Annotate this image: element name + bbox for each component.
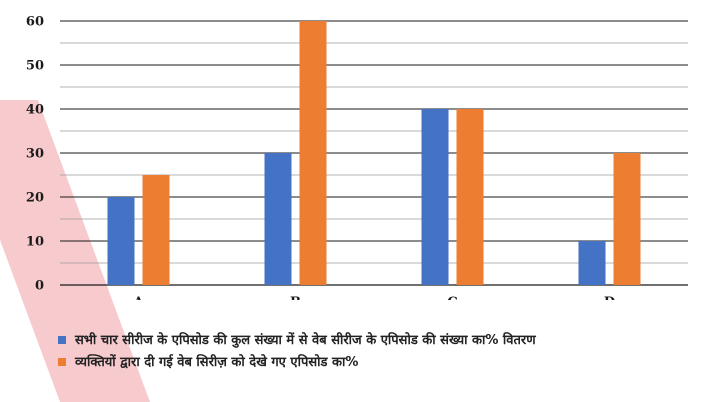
bar-series-1-D [578,241,606,285]
x-category-label: C [447,295,457,300]
y-axis-ticks: 0 10 20 30 40 50 60 [26,15,44,294]
legend-swatch-series-1 [58,336,66,344]
y-tick-label: 60 [26,15,44,30]
x-axis-categories: A B C D [132,295,615,300]
legend-item-series-1: सभी चार सीरीज के एपिसोड की कुल संख्या मे… [58,330,698,352]
y-tick-label: 10 [26,235,44,250]
x-category-label: D [604,295,615,300]
gridlines [60,20,688,286]
bar-series-2-B [299,21,327,285]
bar-series-2-D [613,153,641,285]
y-tick-label: 50 [26,59,44,74]
y-tick-label: 30 [26,147,44,162]
y-tick-label: 40 [26,103,44,118]
legend-label-series-1: सभी चार सीरीज के एपिसोड की कुल संख्या मे… [75,333,536,348]
y-tick-label: 0 [35,279,44,294]
y-tick-label: 20 [26,191,44,206]
legend-label-series-2: व्यक्तियों द्वारा दी गई वेब सिरीज़ को दे… [75,355,359,370]
legend: सभी चार सीरीज के एपिसोड की कुल संख्या मे… [58,330,698,374]
x-category-label: B [290,295,301,300]
bar-series-1-A [107,197,135,285]
x-category-label: A [132,295,144,300]
bar-series-1-C [421,109,449,285]
bars [107,21,641,285]
legend-item-series-2: व्यक्तियों द्वारा दी गई वेब सिरीज़ को दे… [58,352,698,374]
legend-swatch-series-2 [58,358,66,366]
bar-series-2-A [142,175,170,285]
bar-chart: 0 10 20 30 40 50 60 A B C D [26,15,688,300]
bar-series-2-C [456,109,484,285]
bar-series-1-B [264,153,292,285]
